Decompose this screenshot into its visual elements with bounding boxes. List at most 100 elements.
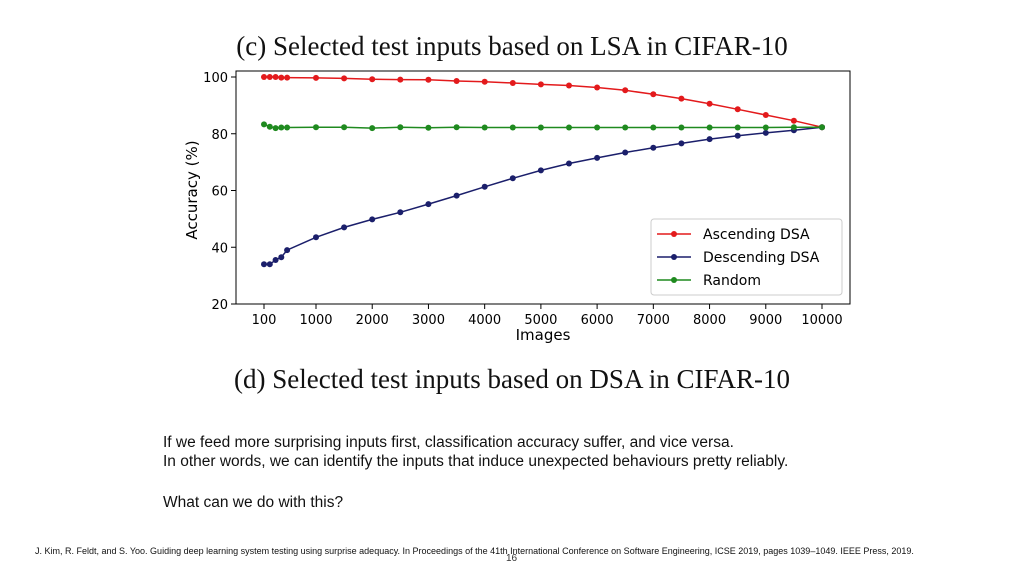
figure-caption-top: (c) Selected test inputs based on LSA in…: [236, 31, 788, 61]
data-point: [650, 144, 657, 151]
page-number: 16: [506, 553, 518, 564]
data-point: [397, 76, 404, 83]
x-tick-label: 8000: [693, 313, 726, 328]
data-point: [453, 124, 460, 131]
chart-axes: 20 40 60 80 100 100 1000 2000 3000 4000 5000 6000 70…: [203, 71, 843, 328]
data-point: [313, 74, 319, 81]
legend-label: Random: [703, 273, 761, 289]
data-point: [706, 136, 713, 143]
plot-frame: [235, 70, 851, 305]
data-point: [790, 124, 797, 131]
data-point: [594, 84, 601, 91]
data-point: [678, 95, 685, 102]
data-point: [762, 129, 769, 136]
data-point: [622, 124, 629, 131]
y-tick-label: 20: [211, 298, 228, 313]
data-point: [537, 167, 544, 174]
data-point: [762, 112, 769, 118]
data-point: [369, 76, 376, 83]
data-point: [678, 140, 685, 147]
data-point: [481, 183, 488, 190]
data-point: [313, 124, 319, 131]
x-tick-label: 3000: [412, 313, 445, 328]
x-tick-label: 7000: [637, 313, 670, 328]
data-point: [734, 124, 741, 131]
chart-series: [261, 74, 825, 268]
data-point: [734, 132, 741, 139]
data-point: [566, 124, 572, 131]
data-point: [369, 216, 376, 223]
data-point: [261, 74, 267, 80]
data-point: [313, 234, 319, 241]
x-tick-label: 100: [252, 313, 277, 328]
data-point: [537, 81, 544, 88]
data-point: [622, 149, 629, 156]
data-point: [650, 124, 657, 131]
data-point: [341, 75, 348, 82]
figure-caption-bottom: (d) Selected test inputs based on DSA in…: [234, 364, 790, 394]
data-point: [594, 154, 601, 161]
data-point: [272, 74, 279, 80]
data-point: [734, 106, 741, 113]
legend-marker: [671, 231, 677, 237]
legend-marker: [671, 277, 677, 283]
chart-legend: Ascending DSA Descending DSA Random: [650, 218, 843, 296]
data-point: [453, 192, 460, 199]
y-tick-label: 80: [211, 128, 228, 143]
data-point: [762, 124, 769, 131]
data-point: [566, 160, 572, 167]
y-tick-label: 100: [203, 71, 228, 86]
data-point: [425, 201, 432, 208]
question-text: What can we do with this?: [163, 494, 344, 511]
data-point: [341, 124, 348, 131]
legend-marker: [671, 254, 677, 260]
x-tick-label: 5000: [524, 313, 557, 328]
data-point: [622, 87, 629, 94]
data-point: [278, 74, 285, 81]
data-point: [706, 100, 713, 107]
data-point: [790, 117, 797, 124]
data-point: [425, 76, 432, 83]
x-tick-label: 2000: [356, 313, 389, 328]
data-point: [272, 125, 279, 132]
data-point: [266, 74, 273, 80]
legend-box: [650, 218, 843, 296]
data-point: [397, 124, 404, 131]
data-point: [261, 121, 267, 128]
body-text-line-2: In other words, we can identify the inpu…: [163, 453, 789, 470]
data-point: [425, 124, 432, 131]
data-point: [481, 124, 488, 131]
data-point: [341, 224, 348, 231]
data-point: [266, 261, 273, 268]
data-point: [509, 175, 516, 182]
data-point: [272, 257, 279, 263]
y-tick-label: 40: [211, 241, 228, 256]
data-point: [266, 123, 273, 130]
data-point: [481, 78, 488, 85]
legend-label: Ascending DSA: [703, 227, 810, 243]
x-tick-label: 4000: [468, 313, 501, 328]
data-point: [261, 261, 267, 268]
x-tick-label: 6000: [581, 313, 614, 328]
data-point: [678, 124, 685, 131]
data-point: [397, 209, 404, 216]
data-point: [453, 78, 460, 84]
data-point: [706, 124, 713, 131]
reference-citation: J. Kim, R. Feldt, and S. Yoo. Guiding de…: [35, 546, 914, 556]
data-point: [278, 254, 285, 261]
body-text-line-1: If we feed more surprising inputs first,…: [163, 434, 734, 451]
data-point: [537, 124, 544, 131]
y-tick-label: 60: [211, 185, 228, 200]
data-point: [369, 125, 376, 132]
data-point: [509, 80, 516, 86]
data-point: [594, 124, 601, 131]
x-tick-label: 10000: [801, 313, 842, 328]
x-tick-label: 9000: [749, 313, 782, 328]
legend-label: Descending DSA: [703, 250, 820, 266]
data-point: [284, 74, 291, 81]
data-point: [278, 124, 285, 131]
x-tick-label: 1000: [299, 313, 332, 328]
data-point: [819, 124, 825, 131]
data-point: [509, 124, 516, 131]
